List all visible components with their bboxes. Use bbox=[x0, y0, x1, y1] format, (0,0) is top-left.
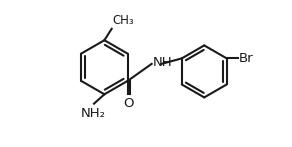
Text: CH₃: CH₃ bbox=[113, 14, 134, 27]
Text: Br: Br bbox=[239, 52, 254, 65]
Text: NH₂: NH₂ bbox=[81, 107, 105, 120]
Text: O: O bbox=[124, 97, 134, 110]
Text: NH: NH bbox=[153, 56, 172, 69]
